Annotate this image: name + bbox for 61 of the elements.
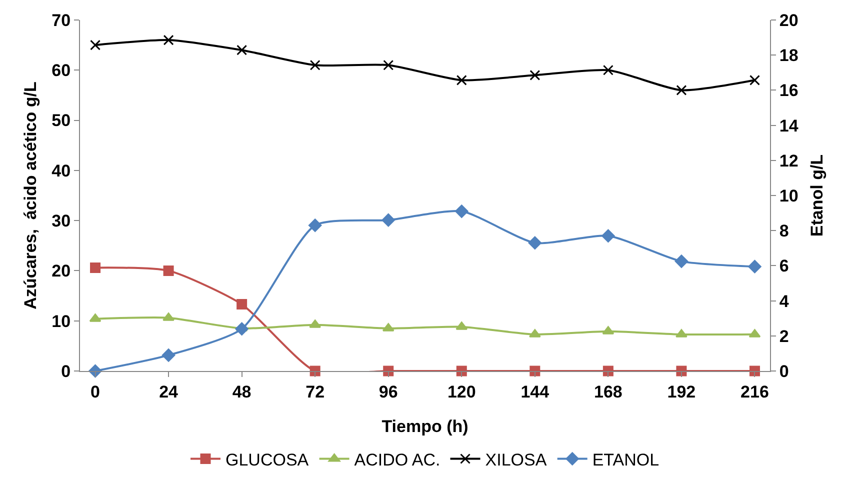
y2-tick-label: 12	[779, 151, 798, 170]
x-axis-title: Tiempo (h)	[382, 417, 468, 436]
point	[308, 218, 322, 232]
x-tick-label: 144	[520, 382, 550, 402]
y-tick-label: 10	[52, 312, 71, 331]
legend-label: GLUCOSA	[226, 450, 310, 470]
y2-tick-label: 16	[779, 81, 798, 100]
y-tick-label: 40	[52, 161, 71, 180]
x-tick-label: 0	[90, 382, 100, 402]
point	[163, 34, 174, 46]
x-tick-label: 120	[447, 382, 476, 402]
legend-label: XILOSA	[485, 450, 548, 470]
y2-tick-label: 10	[779, 186, 798, 206]
point	[236, 44, 248, 56]
y2-tick-label: 6	[779, 256, 789, 276]
y-axis-title: Azúcares, ácido acético g/L	[21, 82, 40, 310]
x-tick-label: 48	[232, 382, 252, 402]
y-tick-label: 0	[61, 362, 71, 381]
point	[90, 40, 101, 50]
x-tick-label: 192	[667, 382, 696, 402]
y2-tick-label: 14	[779, 116, 799, 136]
point	[530, 70, 540, 80]
y2-tick-label: 18	[779, 46, 798, 66]
y-tick-label: 60	[52, 61, 71, 80]
y2-tick-label: 0	[779, 362, 789, 381]
x-tick-label: 72	[306, 382, 325, 402]
x-tick-label: 168	[594, 382, 622, 402]
point	[602, 64, 614, 76]
y2-axis-title: Etanol g/L	[808, 154, 826, 237]
point	[676, 329, 688, 338]
point	[162, 312, 174, 321]
point	[162, 348, 176, 362]
point	[528, 236, 542, 250]
y-tick-label: 30	[52, 212, 71, 231]
y2-tick-label: 20	[779, 10, 798, 30]
point	[235, 322, 248, 336]
point	[456, 74, 467, 86]
point	[455, 204, 468, 218]
x-tick-label: 24	[159, 382, 179, 402]
point	[383, 60, 394, 70]
point	[163, 265, 174, 276]
point	[674, 254, 688, 268]
y2-tick-label: 8	[779, 222, 789, 241]
point	[90, 262, 101, 273]
legend-label: ACIDO AC.	[354, 450, 440, 470]
point	[382, 213, 395, 227]
y2-tick-label: 2	[779, 326, 789, 346]
x-tick-label: 96	[378, 382, 398, 402]
x-tick-label: 216	[740, 382, 769, 402]
legend-label: ETANOL	[592, 450, 660, 470]
y-tick-label: 70	[52, 10, 71, 30]
point	[748, 260, 762, 274]
y-tick-label: 50	[52, 111, 71, 130]
point	[602, 229, 615, 242]
point	[236, 299, 248, 310]
y2-tick-label: 4	[779, 292, 790, 311]
point	[310, 60, 320, 70]
y-tick-label: 20	[52, 262, 71, 281]
point	[676, 84, 687, 96]
point	[88, 364, 102, 378]
point	[749, 74, 760, 86]
